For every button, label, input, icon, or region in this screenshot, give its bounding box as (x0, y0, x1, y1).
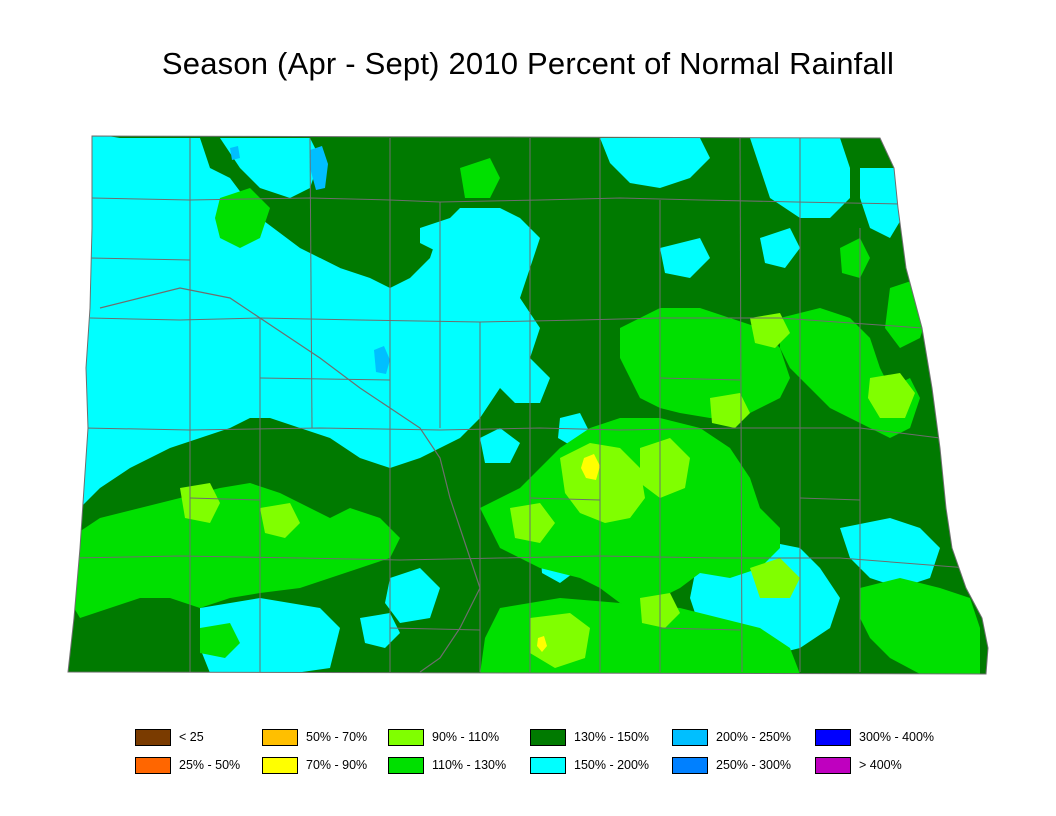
legend-swatch (262, 756, 298, 774)
state-outline (67, 135, 989, 675)
legend-item-70-90: 70% - 90% (262, 756, 367, 774)
rainfall-map (60, 128, 1000, 688)
legend-swatch (672, 728, 708, 746)
zones-70-90 (537, 454, 600, 652)
legend-item-110-130: 110% - 130% (388, 756, 506, 774)
legend-label: 90% - 110% (432, 730, 500, 744)
legend-item-25-50: 25% - 50% (135, 756, 240, 774)
legend-label: 300% - 400% (859, 730, 935, 744)
legend-label: 50% - 70% (306, 730, 368, 744)
legend-swatch (135, 728, 171, 746)
legend-swatch (530, 756, 566, 774)
legend-swatch (135, 756, 171, 774)
legend-swatch (388, 756, 424, 774)
legend-item-200-250: 200% - 250% (672, 728, 791, 746)
legend-label: 110% - 130% (432, 758, 507, 772)
legend-item-130-150: 130% - 150% (530, 728, 649, 746)
legend-swatch (815, 728, 851, 746)
legend-label: 70% - 90% (306, 758, 368, 772)
legend-swatch (530, 728, 566, 746)
river-boundary (99, 287, 481, 673)
map-title: Season (Apr - Sept) 2010 Percent of Norm… (161, 46, 895, 81)
legend-swatch (388, 728, 424, 746)
legend-label: 250% - 300% (716, 758, 792, 772)
zones-90-110 (180, 313, 915, 668)
legend: < 25 25% - 50% 50% - 70% 70% - 90% 90% -… (135, 728, 995, 778)
legend-item-300-400: 300% - 400% (815, 728, 934, 746)
legend-label: 25% - 50% (179, 758, 241, 772)
legend-label: 130% - 150% (574, 730, 650, 744)
legend-label: > 400% (859, 758, 902, 772)
legend-label: 150% - 200% (574, 758, 650, 772)
legend-item-150-200: 150% - 200% (530, 756, 649, 774)
legend-item-lt25: < 25 (135, 728, 204, 746)
county-boundaries (73, 137, 969, 673)
legend-item-90-110: 90% - 110% (388, 728, 499, 746)
legend-item-50-70: 50% - 70% (262, 728, 367, 746)
legend-swatch (672, 756, 708, 774)
legend-label: < 25 (179, 730, 204, 744)
legend-swatch (815, 756, 851, 774)
legend-item-gt400: > 400% (815, 756, 902, 774)
legend-swatch (262, 728, 298, 746)
zones-200-250 (230, 146, 390, 374)
legend-item-250-300: 250% - 300% (672, 756, 791, 774)
legend-label: 200% - 250% (716, 730, 792, 744)
